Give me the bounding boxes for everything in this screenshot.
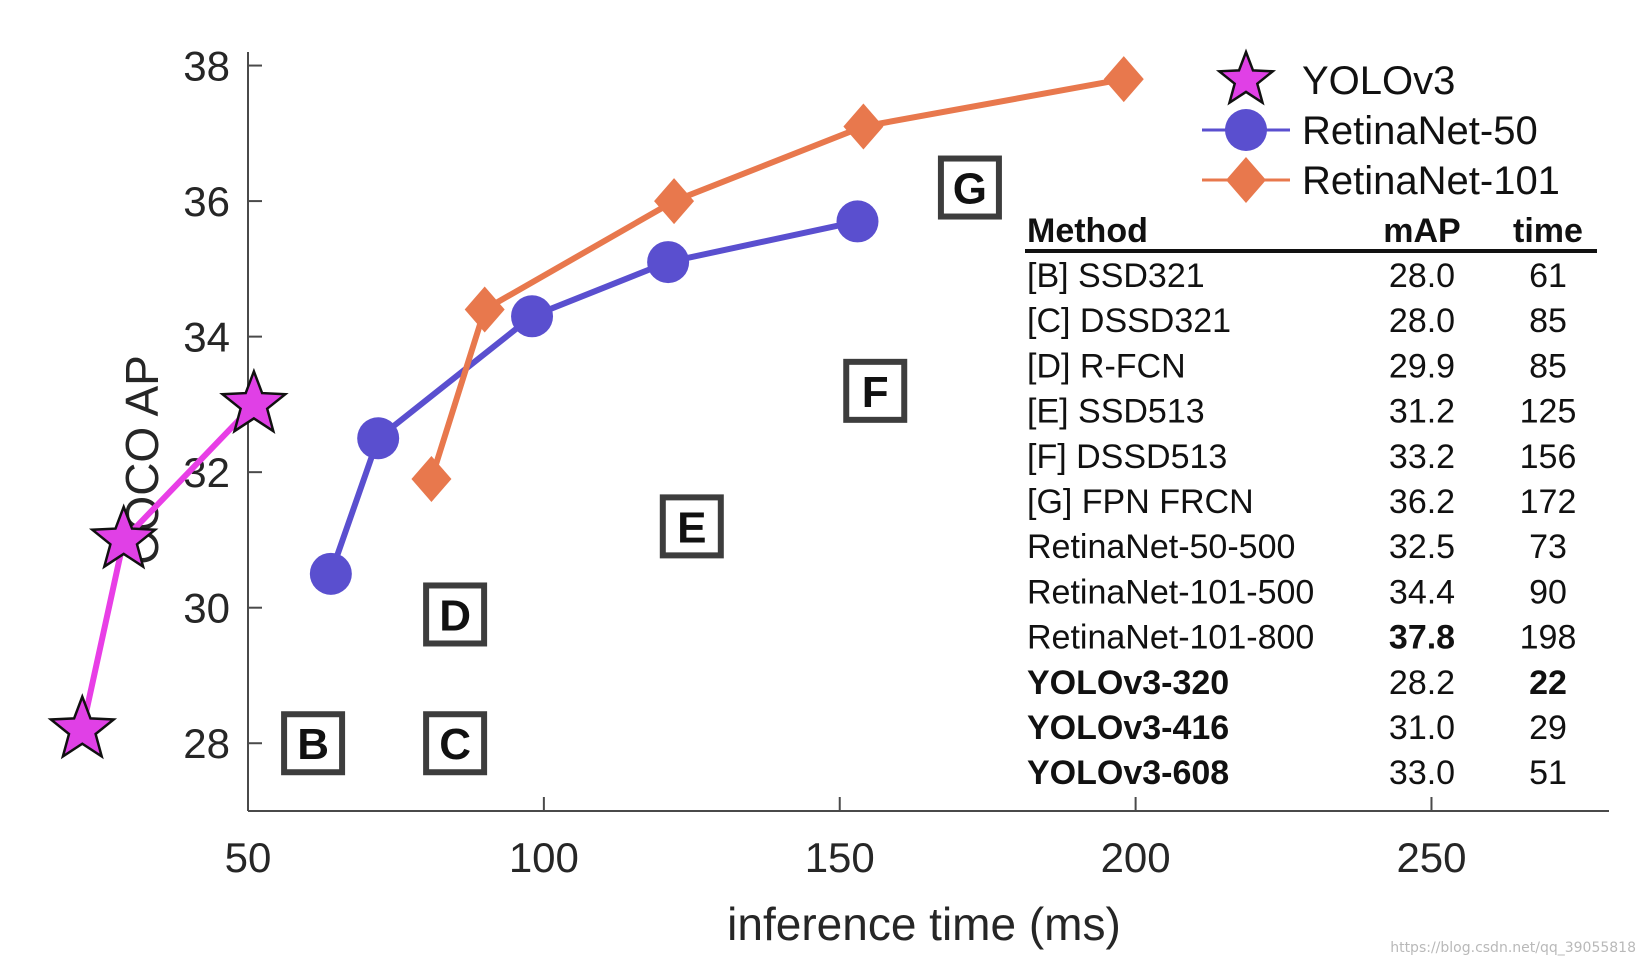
data-point-retinanet-50 xyxy=(309,552,352,595)
series-line-retinanet-50 xyxy=(327,218,859,575)
table-cell-time: 172 xyxy=(1520,483,1577,521)
method-box-e xyxy=(659,494,724,559)
method-box-c xyxy=(423,711,488,776)
table-header-map: mAP xyxy=(1383,212,1460,250)
y-tick-label: 34 xyxy=(183,314,230,361)
table-cell-method: RetinaNet-101-800 xyxy=(1027,619,1314,657)
table-cell-map: 28.0 xyxy=(1389,302,1455,340)
method-box-label: D xyxy=(439,591,471,640)
x-tick-label: 50 xyxy=(225,834,272,881)
method-box-d xyxy=(423,582,488,647)
table-cell-map: 32.5 xyxy=(1389,528,1455,566)
x-axis-title: inference time (ms) xyxy=(727,898,1121,950)
table-cell-time: 73 xyxy=(1529,528,1567,566)
data-point-retinanet-101 xyxy=(1103,56,1144,103)
legend-marker-circle xyxy=(1225,109,1267,151)
table-cell-time: 85 xyxy=(1529,302,1567,340)
table-cell-time: 90 xyxy=(1529,573,1567,611)
method-box-b xyxy=(281,711,346,776)
legend-label: RetinaNet-101 xyxy=(1302,159,1560,203)
table-cell-method: [G] FPN FRCN xyxy=(1027,483,1254,521)
legend-marker-star xyxy=(1215,48,1277,106)
data-point-yolov3 xyxy=(88,503,159,570)
data-point-retinanet-101 xyxy=(411,455,452,502)
table-cell-map: 29.9 xyxy=(1389,347,1455,385)
table-cell-method: YOLOv3-416 xyxy=(1027,709,1229,747)
table-cell-map: 33.0 xyxy=(1389,754,1455,792)
table-cell-map: 36.2 xyxy=(1389,483,1455,521)
data-point-yolov3 xyxy=(47,693,118,760)
table-cell-time: 156 xyxy=(1520,438,1577,476)
table-cell-method: RetinaNet-101-500 xyxy=(1027,573,1314,611)
table-cell-method: [D] R-FCN xyxy=(1027,347,1186,385)
table-cell-method: [C] DSSD321 xyxy=(1027,302,1231,340)
method-box-label: F xyxy=(862,368,889,417)
y-tick-label: 36 xyxy=(183,178,230,225)
x-tick-label: 100 xyxy=(509,834,579,881)
results-table: Method mAP time [B] SSD321 28.0 61 [C] DSSD321… xyxy=(1025,212,1597,792)
data-point-retinanet-101 xyxy=(843,103,884,150)
table-cell-method: YOLOv3-608 xyxy=(1027,754,1229,792)
table-cell-time: 125 xyxy=(1520,393,1577,431)
method-box-label: C xyxy=(439,720,471,769)
table-cell-time: 85 xyxy=(1529,347,1567,385)
x-tick-label: 200 xyxy=(1101,834,1171,881)
watermark: https://blog.csdn.net/qq_39055818 xyxy=(1390,940,1636,956)
method-box-f xyxy=(843,358,908,423)
table-cell-map: 28.2 xyxy=(1389,664,1455,702)
table-cell-map: 34.4 xyxy=(1389,573,1455,611)
y-tick-label: 30 xyxy=(183,585,230,632)
table-cell-map: 31.0 xyxy=(1389,709,1455,747)
y-tick-label: 28 xyxy=(183,720,230,767)
table-cell-time: 51 xyxy=(1529,754,1567,792)
data-point-retinanet-50 xyxy=(357,417,400,460)
method-box-label: B xyxy=(297,720,329,769)
table-cell-method: RetinaNet-50-500 xyxy=(1027,528,1295,566)
table-cell-map: 33.2 xyxy=(1389,438,1455,476)
data-point-retinanet-101 xyxy=(464,286,505,333)
data-point-retinanet-101 xyxy=(654,178,695,225)
data-point-yolov3 xyxy=(219,367,289,434)
method-boxes: B C D E F G xyxy=(281,155,1002,776)
table-cell-method: [B] SSD321 xyxy=(1027,257,1205,295)
method-box-label: G xyxy=(953,165,987,214)
method-box-label: E xyxy=(677,503,706,552)
x-tick-label: 150 xyxy=(805,834,875,881)
legend-marker-diamond xyxy=(1226,157,1266,203)
data-point-retinanet-50 xyxy=(647,241,690,284)
data-point-retinanet-50 xyxy=(511,295,554,338)
table-cell-map: 37.8 xyxy=(1389,619,1455,657)
table-header-time: time xyxy=(1513,212,1583,250)
x-tick-label: 250 xyxy=(1396,834,1466,881)
series xyxy=(47,56,1144,760)
axes: inference time (ms) COCO AP xyxy=(116,52,1609,950)
legend-label: RetinaNet-50 xyxy=(1302,109,1538,153)
series-line-retinanet-101 xyxy=(428,76,1125,480)
table-cell-method: YOLOv3-320 xyxy=(1027,664,1229,702)
method-box-g xyxy=(937,155,1002,220)
table-cell-time: 29 xyxy=(1529,709,1567,747)
table-cell-method: [E] SSD513 xyxy=(1027,393,1205,431)
y-tick-label: 38 xyxy=(183,43,230,90)
table-cell-time: 61 xyxy=(1529,257,1567,295)
table-header-method: Method xyxy=(1027,212,1148,250)
legend-label: YOLOv3 xyxy=(1302,59,1455,103)
table-cell-method: [F] DSSD513 xyxy=(1027,438,1227,476)
data-point-retinanet-50 xyxy=(836,200,879,243)
table-cell-map: 31.2 xyxy=(1389,393,1455,431)
table-cell-map: 28.0 xyxy=(1389,257,1455,295)
table-cell-time: 22 xyxy=(1529,664,1567,702)
legend: YOLOv3 RetinaNet-50 RetinaNet-101 xyxy=(1202,48,1560,203)
table-cell-time: 198 xyxy=(1520,619,1577,657)
